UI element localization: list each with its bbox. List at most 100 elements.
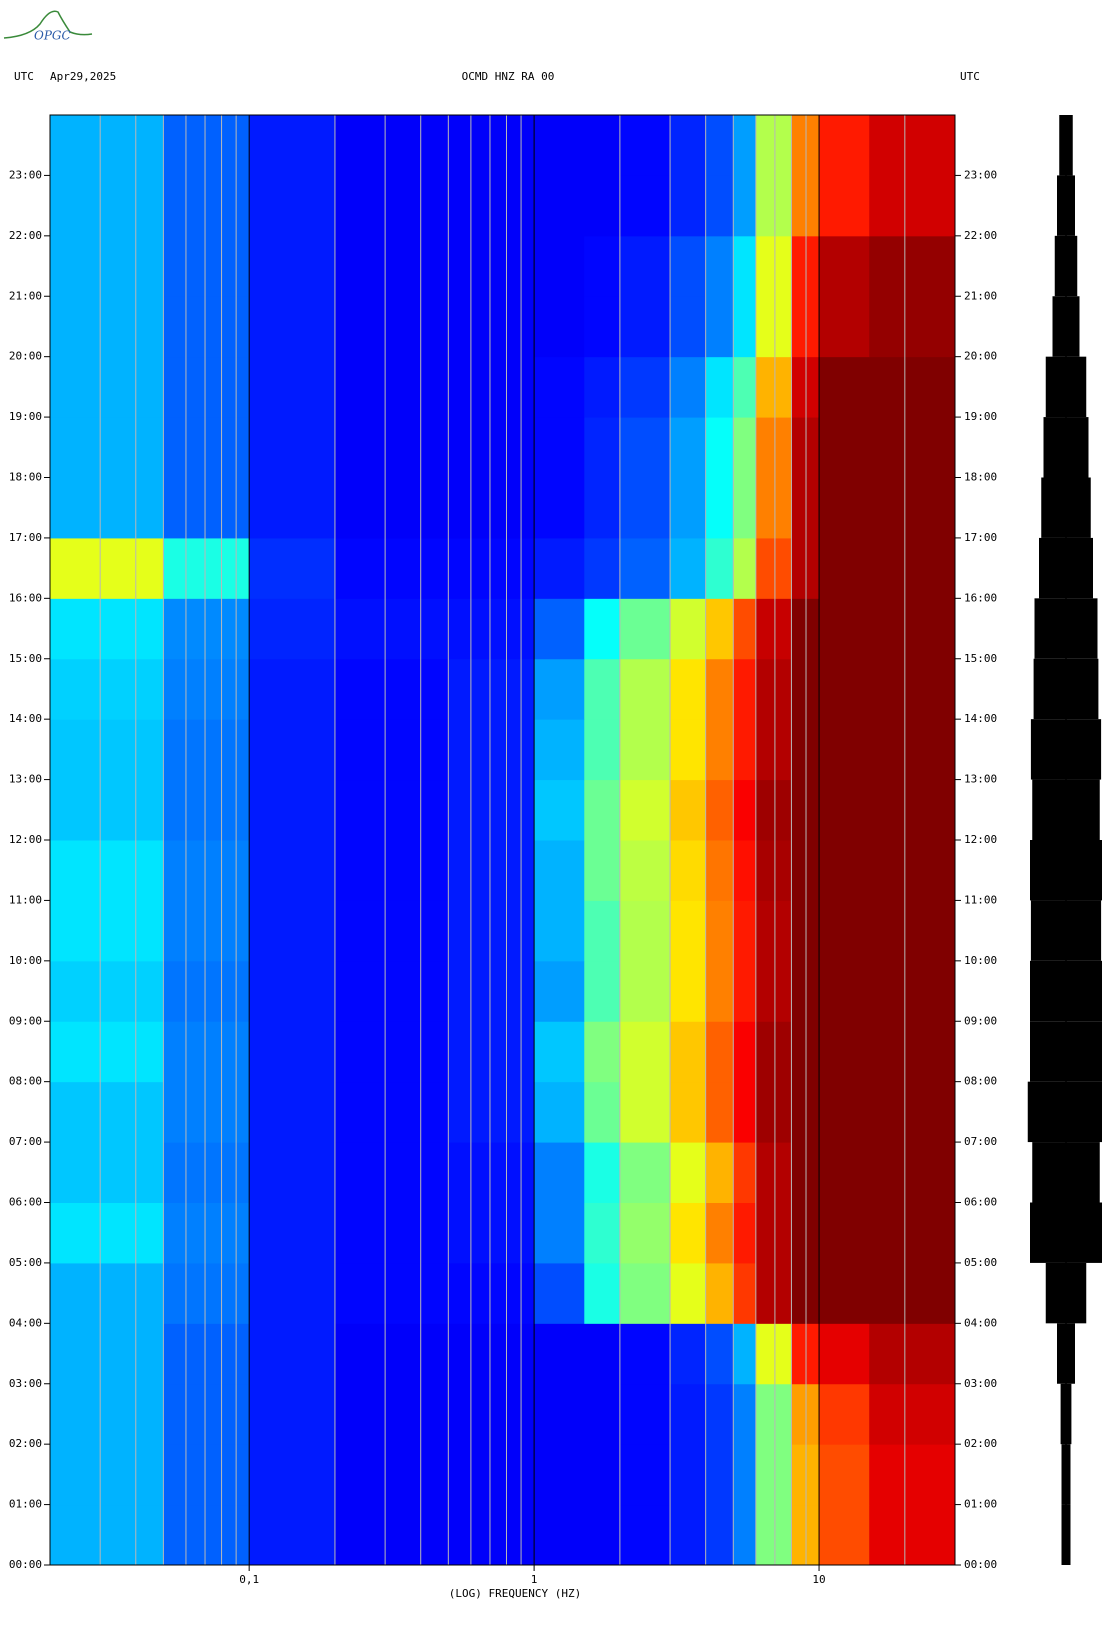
y-tick-label-right: 12:00	[964, 833, 997, 846]
y-tick-label: 04:00	[9, 1316, 42, 1329]
heatmap-cell	[619, 1444, 671, 1506]
heatmap-cell	[448, 1202, 535, 1264]
heatmap-cell	[249, 719, 336, 781]
heatmap-cell	[249, 356, 336, 418]
heatmap-cell	[584, 840, 621, 901]
heatmap-cell	[584, 1142, 621, 1203]
heatmap-cell	[819, 840, 870, 901]
heatmap-cell	[163, 296, 250, 358]
heatmap-cell	[50, 779, 164, 841]
heatmap-cell	[670, 719, 707, 781]
heatmap-cell	[670, 960, 707, 1022]
heatmap-cell	[534, 477, 585, 539]
heatmap-cell	[869, 1081, 956, 1143]
heatmap-cell	[733, 598, 757, 660]
trace-envelope	[1032, 779, 1100, 840]
heatmap-cell	[448, 840, 535, 901]
heatmap-cell	[334, 1202, 449, 1264]
heatmap-cell	[249, 115, 336, 176]
trace-envelope	[1034, 598, 1098, 659]
heatmap-cell	[755, 296, 792, 358]
heatmap-cell	[755, 115, 792, 176]
heatmap-cell	[670, 115, 707, 176]
heatmap-cell	[791, 1262, 820, 1324]
heatmap-cell	[733, 1081, 757, 1143]
y-tick-label-right: 11:00	[964, 893, 997, 906]
heatmap-cell	[163, 1021, 250, 1083]
y-tick-label: 00:00	[9, 1558, 42, 1571]
heatmap-cell	[249, 1202, 336, 1264]
heatmap-cell	[869, 115, 956, 176]
heatmap-cell	[534, 1444, 585, 1506]
heatmap-cell	[584, 1202, 621, 1264]
heatmap-cell	[670, 477, 707, 539]
heatmap-cell	[733, 1021, 757, 1083]
heatmap-cell	[705, 658, 734, 720]
heatmap-cell	[705, 1504, 734, 1566]
heatmap-cell	[670, 1444, 707, 1506]
heatmap-cell	[163, 1081, 250, 1143]
heatmap-cell	[584, 1444, 621, 1506]
heatmap-cell	[448, 1142, 535, 1203]
heatmap-cell	[163, 356, 250, 418]
heatmap-cell	[733, 537, 757, 599]
heatmap-cell	[619, 1202, 671, 1264]
trace-envelope	[1059, 115, 1073, 176]
heatmap-cell	[163, 779, 250, 841]
heatmap-cell	[819, 417, 870, 478]
x-tick-label: 10	[812, 1573, 825, 1586]
heatmap-cell	[50, 719, 164, 781]
heatmap-cell	[670, 900, 707, 962]
heatmap-cell	[733, 960, 757, 1022]
heatmap-cell	[584, 1383, 621, 1445]
heatmap-cell	[755, 658, 792, 720]
heatmap-cell	[619, 477, 671, 539]
y-tick-label-right: 07:00	[964, 1135, 997, 1148]
heatmap-cell	[670, 296, 707, 358]
heatmap-cell	[755, 175, 792, 237]
y-tick-label: 01:00	[9, 1498, 42, 1511]
heatmap-cell	[755, 537, 792, 599]
heatmap-cell	[869, 1383, 956, 1445]
heatmap-cell	[619, 719, 671, 781]
heatmap-cell	[163, 1142, 250, 1203]
heatmap-cell	[733, 1142, 757, 1203]
y-tick-label-right: 00:00	[964, 1558, 997, 1571]
heatmap-cell	[50, 1323, 164, 1385]
heatmap-cell	[334, 719, 449, 781]
heatmap-cell	[534, 235, 585, 297]
heatmap-cell	[755, 1323, 792, 1385]
heatmap-cell	[448, 1323, 535, 1385]
heatmap-cell	[163, 417, 250, 478]
trace-envelope	[1030, 1021, 1102, 1082]
heatmap-cell	[755, 1021, 792, 1083]
heatmap-cell	[163, 598, 250, 660]
heatmap-cell	[50, 296, 164, 358]
heatmap-cell	[670, 779, 707, 841]
trace-envelope	[1045, 356, 1087, 418]
heatmap-cell	[50, 840, 164, 901]
heatmap-cell	[448, 356, 535, 418]
heatmap-cell	[619, 235, 671, 297]
heatmap-cell	[705, 1383, 734, 1445]
heatmap-cell	[733, 1202, 757, 1264]
heatmap-cell	[249, 175, 336, 237]
heatmap-cell	[448, 1504, 535, 1566]
heatmap-cell	[534, 356, 585, 418]
heatmap-cell	[249, 1142, 336, 1203]
heatmap-cell	[705, 235, 734, 297]
y-tick-label: 21:00	[9, 289, 42, 302]
heatmap-cell	[670, 658, 707, 720]
trace-envelope	[1054, 235, 1078, 297]
heatmap-cell	[448, 235, 535, 297]
heatmap-cell	[534, 779, 585, 841]
heatmap-cell	[819, 658, 870, 720]
y-tick-label: 12:00	[9, 833, 42, 846]
heatmap-cell	[50, 1142, 164, 1203]
heatmap-cell	[163, 1323, 250, 1385]
y-tick-label: 17:00	[9, 531, 42, 544]
heatmap-cell	[50, 900, 164, 962]
heatmap-cell	[249, 840, 336, 901]
heatmap-cell	[869, 417, 956, 478]
heatmap-cell	[791, 1142, 820, 1203]
